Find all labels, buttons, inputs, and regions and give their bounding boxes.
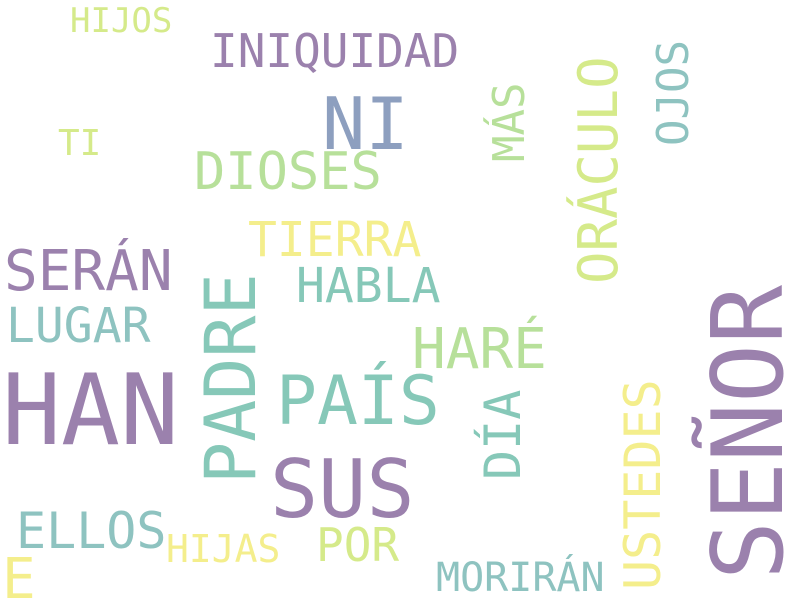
word-hijos: HIJOS <box>70 1 173 41</box>
word-ellos: ELLOS <box>16 502 167 560</box>
word-hijas: HIJAS <box>166 527 281 571</box>
word-oraculo: ORÁCULO <box>567 56 630 284</box>
word-tierra: TIERRA <box>248 212 422 268</box>
word-ustedes: USTEDES <box>614 379 672 590</box>
word-mas: MÁS <box>484 82 535 162</box>
word-dioses: DIOSES <box>194 142 382 202</box>
word-ojos: OJOS <box>648 40 699 146</box>
word-iniquidad: INIQUIDAD <box>210 24 460 78</box>
word-dia: DÍA <box>474 389 532 480</box>
word-habla: HABLA <box>296 258 441 314</box>
word-ti: TI <box>58 123 102 164</box>
word-e: E <box>2 547 36 600</box>
word-ni: NI <box>322 82 409 166</box>
word-por: POR <box>316 518 400 572</box>
word-han: HAN <box>2 354 180 468</box>
word-seran: SERÁN <box>4 239 173 304</box>
word-pais: PAÍS <box>276 362 440 441</box>
word-moriran: MORIRÁN <box>436 555 605 600</box>
word-lugar: LUGAR <box>6 298 151 354</box>
word-hare: HARÉ <box>412 317 547 382</box>
word-senor: SEÑOR <box>692 284 800 580</box>
word-sus: SUS <box>270 443 415 536</box>
word-padre: PADRE <box>190 273 272 484</box>
